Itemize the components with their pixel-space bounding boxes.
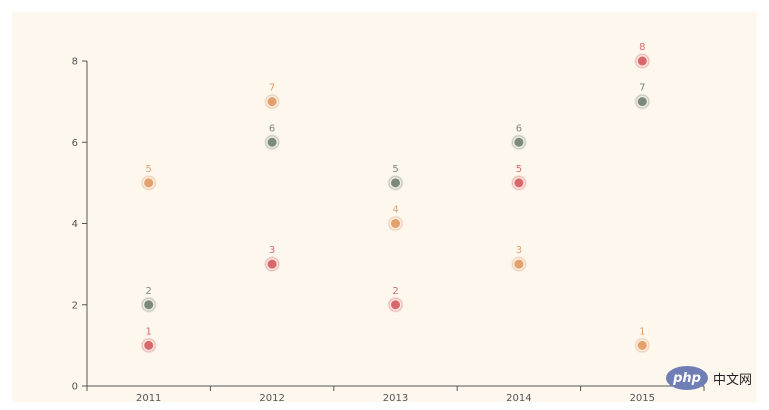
- point-ring: [265, 257, 280, 272]
- watermark: php 中文网: [666, 363, 752, 393]
- x-tick-label: 2012: [259, 393, 284, 404]
- data-label: 2: [392, 286, 398, 297]
- x-tick-label: 2011: [136, 393, 161, 404]
- point-marker: [391, 300, 400, 310]
- point-ring: [388, 297, 403, 312]
- data-label: 6: [516, 123, 522, 134]
- point-ring: [141, 175, 156, 190]
- point-marker: [391, 219, 400, 228]
- point-ring: [511, 135, 526, 150]
- point-ring: [635, 338, 650, 353]
- y-tick-label: 0: [72, 382, 78, 393]
- data-point: 4: [387, 205, 404, 232]
- point-ring: [388, 216, 403, 231]
- data-label: 5: [392, 164, 398, 175]
- data-label: 7: [639, 83, 645, 94]
- data-point: 7: [264, 83, 281, 110]
- point-marker: [514, 137, 524, 147]
- point-marker: [514, 259, 524, 269]
- point-marker: [391, 178, 400, 188]
- y-tick-label: 6: [72, 138, 78, 149]
- php-logo: php: [666, 366, 708, 390]
- y-tick-label: 8: [72, 57, 78, 68]
- y-tick-label: 4: [72, 219, 78, 230]
- data-label: 3: [516, 245, 522, 256]
- point-marker: [144, 340, 154, 350]
- data-label: 3: [269, 245, 275, 256]
- data-point: 6: [510, 123, 527, 151]
- data-point: 3: [510, 245, 527, 273]
- point-marker: [637, 97, 647, 107]
- x-tick-label: 2013: [383, 393, 408, 404]
- point-marker: [267, 259, 277, 269]
- data-point: 7: [634, 83, 651, 110]
- data-point: 2: [387, 286, 404, 313]
- point-ring: [635, 54, 650, 68]
- data-label: 6: [269, 123, 275, 134]
- point-ring: [141, 338, 156, 353]
- point-ring: [511, 175, 526, 190]
- data-label: 5: [146, 164, 152, 175]
- data-points: 1 3 2 5 8 5 7 4 3 1 2 6 5 6 7: [140, 42, 651, 354]
- data-label: 8: [639, 42, 645, 53]
- x-tick-label: 2014: [506, 393, 531, 404]
- point-marker: [637, 340, 647, 350]
- point-ring: [141, 297, 156, 312]
- point-marker: [637, 56, 647, 66]
- point-marker: [144, 300, 154, 310]
- watermark-text: 中文网: [713, 372, 753, 388]
- data-label: 1: [639, 326, 645, 337]
- data-point: 1: [634, 326, 651, 354]
- data-label: 5: [516, 164, 522, 175]
- data-label: 2: [146, 286, 152, 297]
- data-point: 5: [510, 164, 527, 191]
- point-ring: [635, 94, 650, 109]
- data-point: 6: [264, 123, 281, 151]
- y-tick-label: 2: [72, 300, 78, 311]
- data-label: 4: [392, 205, 398, 216]
- data-point: 5: [140, 164, 157, 191]
- data-point: 5: [387, 164, 404, 191]
- point-marker: [267, 97, 277, 107]
- point-ring: [388, 175, 403, 190]
- point-ring: [265, 94, 280, 109]
- chart-panel: [12, 12, 757, 402]
- data-point: 8: [634, 42, 651, 69]
- point-marker: [267, 137, 277, 147]
- data-label: 7: [269, 83, 275, 94]
- point-ring: [511, 257, 526, 272]
- x-tick-label: 2015: [630, 393, 655, 404]
- axes: 0 2 4 6 8 2011 2012 2013 2014 2015: [72, 57, 705, 404]
- point-marker: [514, 178, 524, 188]
- data-point: 2: [140, 286, 157, 313]
- data-label: 1: [146, 326, 152, 337]
- point-marker: [144, 178, 154, 188]
- data-point: 3: [264, 245, 281, 273]
- data-point: 1: [140, 326, 157, 354]
- point-ring: [265, 135, 280, 150]
